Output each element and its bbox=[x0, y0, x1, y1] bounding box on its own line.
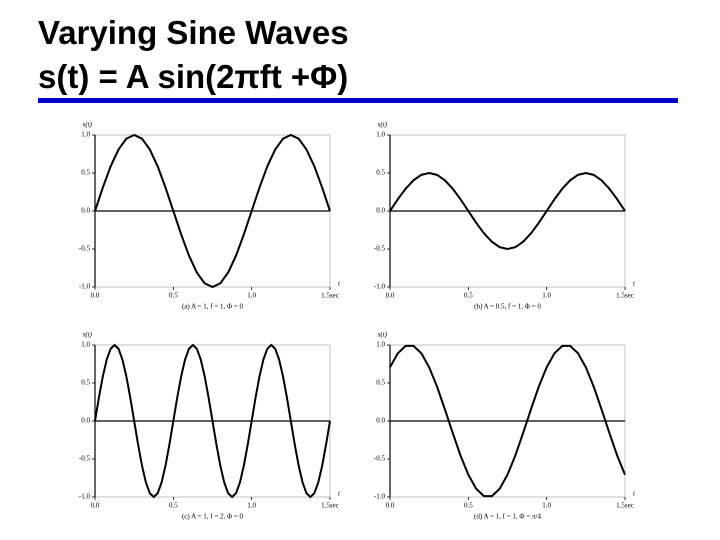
y-tick-label: 0.0 bbox=[81, 417, 90, 425]
formula: s(t) = A sin(2πft +Φ) bbox=[38, 58, 349, 95]
x-tick-label: 1.0 bbox=[247, 502, 256, 510]
y-axis-label: s(t) bbox=[83, 331, 93, 339]
y-tick-label: 0.5 bbox=[81, 379, 90, 387]
y-tick-label: 1.0 bbox=[81, 341, 90, 349]
y-tick-label: 0.5 bbox=[376, 169, 385, 177]
x-tick-label: 0.5 bbox=[464, 292, 473, 300]
x-tick-label: 1.5sec bbox=[321, 502, 339, 510]
title-rule bbox=[38, 98, 678, 103]
y-tick-label: -1.0 bbox=[374, 283, 386, 291]
y-tick-label: -0.5 bbox=[374, 455, 386, 463]
y-tick-label: 1.0 bbox=[376, 131, 385, 139]
y-tick-label: -0.5 bbox=[79, 455, 91, 463]
x-axis-label: t bbox=[633, 490, 636, 498]
slide-title: Varying Sine Waves bbox=[38, 14, 349, 51]
caption: (b) A = 0.5, f = 1, Φ = 0 bbox=[474, 303, 541, 311]
x-tick-label: 1.5sec bbox=[616, 292, 634, 300]
y-tick-label: -1.0 bbox=[374, 493, 386, 501]
sine-curve bbox=[94, 133, 331, 289]
x-tick-label: 0.0 bbox=[386, 502, 395, 510]
x-axis-label: t bbox=[633, 280, 636, 288]
y-tick-label: 0.0 bbox=[376, 417, 385, 425]
y-tick-label: -1.0 bbox=[79, 493, 91, 501]
sine-curve bbox=[389, 171, 626, 251]
y-tick-label: 0.5 bbox=[81, 169, 90, 177]
y-tick-label: 0.5 bbox=[376, 379, 385, 387]
y-tick-label: 0.0 bbox=[376, 207, 385, 215]
x-tick-label: 1.5sec bbox=[321, 292, 339, 300]
x-axis-label: t bbox=[338, 280, 341, 288]
y-tick-label: 1.0 bbox=[81, 131, 90, 139]
x-tick-label: 0.0 bbox=[91, 292, 100, 300]
x-tick-label: 1.0 bbox=[542, 292, 551, 300]
y-axis-label: s(t) bbox=[378, 121, 388, 129]
x-axis-label: t bbox=[338, 490, 341, 498]
x-tick-label: 1.0 bbox=[542, 502, 551, 510]
sine-curve bbox=[389, 344, 626, 498]
x-tick-label: 0.0 bbox=[386, 292, 395, 300]
x-tick-label: 1.0 bbox=[247, 292, 256, 300]
x-tick-label: 0.5 bbox=[169, 292, 178, 300]
y-tick-label: 1.0 bbox=[376, 341, 385, 349]
x-tick-label: 1.5sec bbox=[616, 502, 634, 510]
y-tick-label: -0.5 bbox=[79, 245, 91, 253]
x-tick-label: 0.5 bbox=[464, 502, 473, 510]
y-tick-label: -0.5 bbox=[374, 245, 386, 253]
y-axis-label: s(t) bbox=[83, 121, 93, 129]
sine-curve bbox=[94, 343, 331, 499]
caption: (a) A = 1, f = 1, Φ = 0 bbox=[182, 303, 244, 311]
caption: (d) A = 1, f = 1, Φ = π/4 bbox=[474, 513, 541, 521]
caption: (c) A = 1, f = 2, Φ = 0 bbox=[182, 513, 244, 521]
y-axis-label: s(t) bbox=[378, 331, 388, 339]
y-tick-label: -1.0 bbox=[79, 283, 91, 291]
x-tick-label: 0.5 bbox=[169, 502, 178, 510]
y-tick-label: 0.0 bbox=[81, 207, 90, 215]
x-tick-label: 0.0 bbox=[91, 502, 100, 510]
